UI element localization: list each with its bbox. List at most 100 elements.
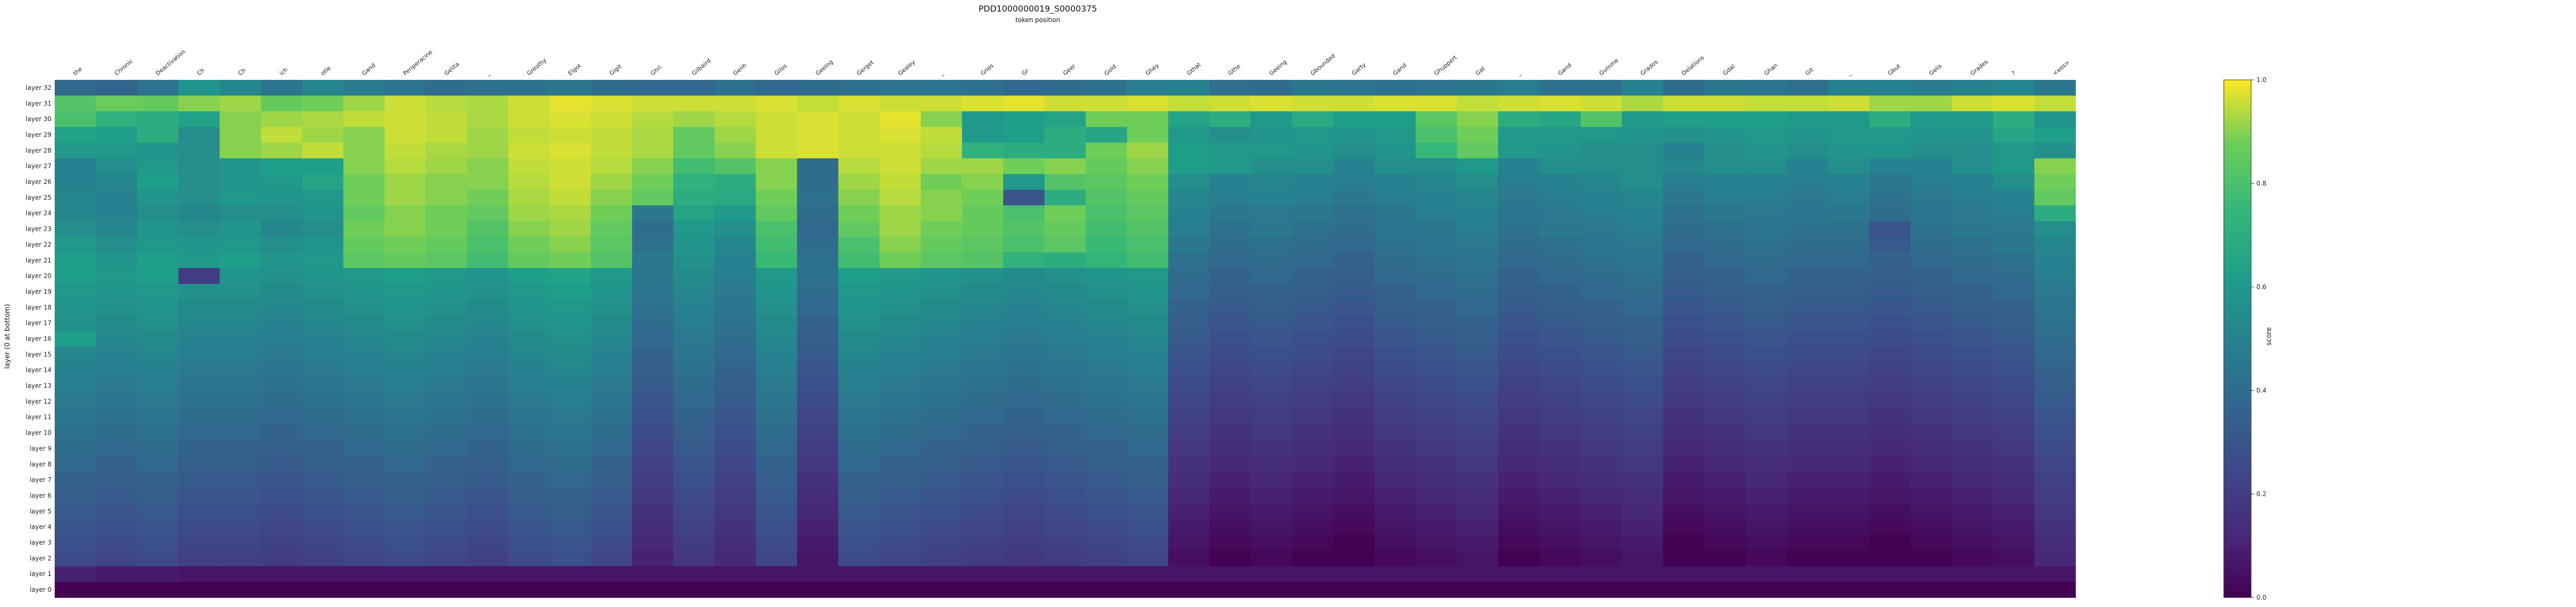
heatmap-cell — [1003, 252, 1045, 269]
heatmap-cell — [714, 488, 757, 504]
heatmap-cell — [590, 268, 632, 284]
heatmap-cell — [1993, 472, 2035, 488]
heatmap-cell — [1869, 393, 1911, 410]
heatmap-cell — [1086, 205, 1128, 222]
heatmap-cell — [1127, 456, 1169, 472]
heatmap-cell — [1292, 111, 1334, 128]
heatmap-cell — [1333, 205, 1375, 222]
heatmap-cell — [1251, 95, 1293, 112]
heatmap-cell — [1622, 362, 1664, 378]
heatmap-cell — [1251, 519, 1293, 536]
heatmap-cell — [1044, 299, 1086, 316]
heatmap-cell — [1993, 174, 2035, 190]
heatmap-cell — [797, 362, 839, 378]
heatmap-cell — [55, 236, 97, 253]
heatmap-cell — [1539, 472, 1581, 488]
heatmap-cell — [1580, 95, 1622, 112]
heatmap-cell — [1457, 409, 1499, 426]
heatmap-cell — [137, 393, 179, 410]
heatmap-cell — [1951, 299, 1994, 316]
heatmap-cell — [1539, 142, 1581, 159]
heatmap-cell — [714, 456, 757, 472]
heatmap-cell — [426, 127, 468, 143]
heatmap-cell — [1415, 393, 1457, 410]
heatmap-cell — [55, 80, 97, 96]
heatmap-cell — [2034, 425, 2076, 441]
heatmap-cell — [1374, 534, 1416, 551]
heatmap-cell — [1086, 503, 1128, 520]
heatmap-cell — [261, 488, 303, 504]
heatmap-cell — [1292, 566, 1334, 582]
heatmap-cell — [467, 550, 509, 567]
heatmap-cell — [921, 331, 963, 347]
heatmap-cell — [1044, 566, 1086, 582]
heatmap-cell — [1457, 393, 1499, 410]
heatmap-cell — [1374, 409, 1416, 426]
heatmap-cell — [838, 315, 880, 332]
heatmap-cell — [343, 174, 385, 190]
heatmap-cell — [508, 189, 550, 206]
heatmap-cell — [755, 174, 798, 190]
heatmap-cell — [2034, 440, 2076, 457]
heatmap-cell — [1786, 284, 1828, 300]
heatmap-cell — [1663, 331, 1705, 347]
heatmap-cell — [1003, 284, 1045, 300]
heatmap-cell — [962, 315, 1004, 332]
heatmap-cell — [1209, 582, 1251, 598]
heatmap-cell — [549, 440, 591, 457]
heatmap-cell — [467, 127, 509, 143]
heatmap-cell — [55, 566, 97, 582]
heatmap-cell — [96, 205, 138, 222]
heatmap-cell — [1951, 440, 1994, 457]
heatmap-cell — [1292, 534, 1334, 551]
heatmap-cell — [1003, 534, 1045, 551]
heatmap-cell — [1622, 582, 1664, 598]
heatmap-cell — [632, 566, 674, 582]
heatmap-cell — [1786, 80, 1828, 96]
heatmap-cell — [1374, 189, 1416, 206]
heatmap-cell — [343, 425, 385, 441]
heatmap-cell — [1251, 158, 1293, 174]
heatmap-cell — [96, 299, 138, 316]
heatmap-cell — [714, 127, 757, 143]
heatmap-cell — [714, 221, 757, 238]
heatmap-cell — [137, 252, 179, 269]
heatmap-cell — [178, 488, 220, 504]
heatmap-cell — [2034, 519, 2076, 536]
heatmap-cell — [1415, 174, 1457, 190]
heatmap-cell — [1044, 425, 1086, 441]
heatmap-cell — [1828, 205, 1870, 222]
heatmap-cell — [508, 566, 550, 582]
heatmap-cell — [1292, 503, 1334, 520]
heatmap-cell — [508, 582, 550, 598]
heatmap-cell — [755, 346, 798, 363]
heatmap-cell — [178, 346, 220, 363]
heatmap-cell — [1457, 425, 1499, 441]
heatmap-cell — [1580, 205, 1622, 222]
heatmap-cell — [1415, 519, 1457, 536]
heatmap-cell — [1003, 189, 1045, 206]
heatmap-cell — [1539, 362, 1581, 378]
heatmap-cell — [1086, 519, 1128, 536]
heatmap-cell — [1580, 346, 1622, 363]
heatmap-cell — [632, 582, 674, 598]
heatmap-cell — [1251, 174, 1293, 190]
heatmap-cell — [962, 488, 1004, 504]
heatmap-cell — [1209, 252, 1251, 269]
heatmap-cell — [1786, 158, 1828, 174]
heatmap-cell — [1828, 189, 1870, 206]
y-tick-label: layer 17 — [26, 320, 52, 327]
heatmap-cell — [1457, 299, 1499, 316]
heatmap-cell — [549, 236, 591, 253]
heatmap-cell — [137, 472, 179, 488]
heatmap-cell — [1333, 393, 1375, 410]
heatmap-cell — [714, 409, 757, 426]
heatmap-cell — [1910, 80, 1953, 96]
heatmap-cell — [261, 519, 303, 536]
heatmap-cell — [261, 566, 303, 582]
heatmap-cell — [384, 393, 426, 410]
heatmap-cell — [797, 534, 839, 551]
heatmap-cell — [838, 252, 880, 269]
heatmap-cell — [1498, 205, 1540, 222]
heatmap-cell — [1828, 393, 1870, 410]
